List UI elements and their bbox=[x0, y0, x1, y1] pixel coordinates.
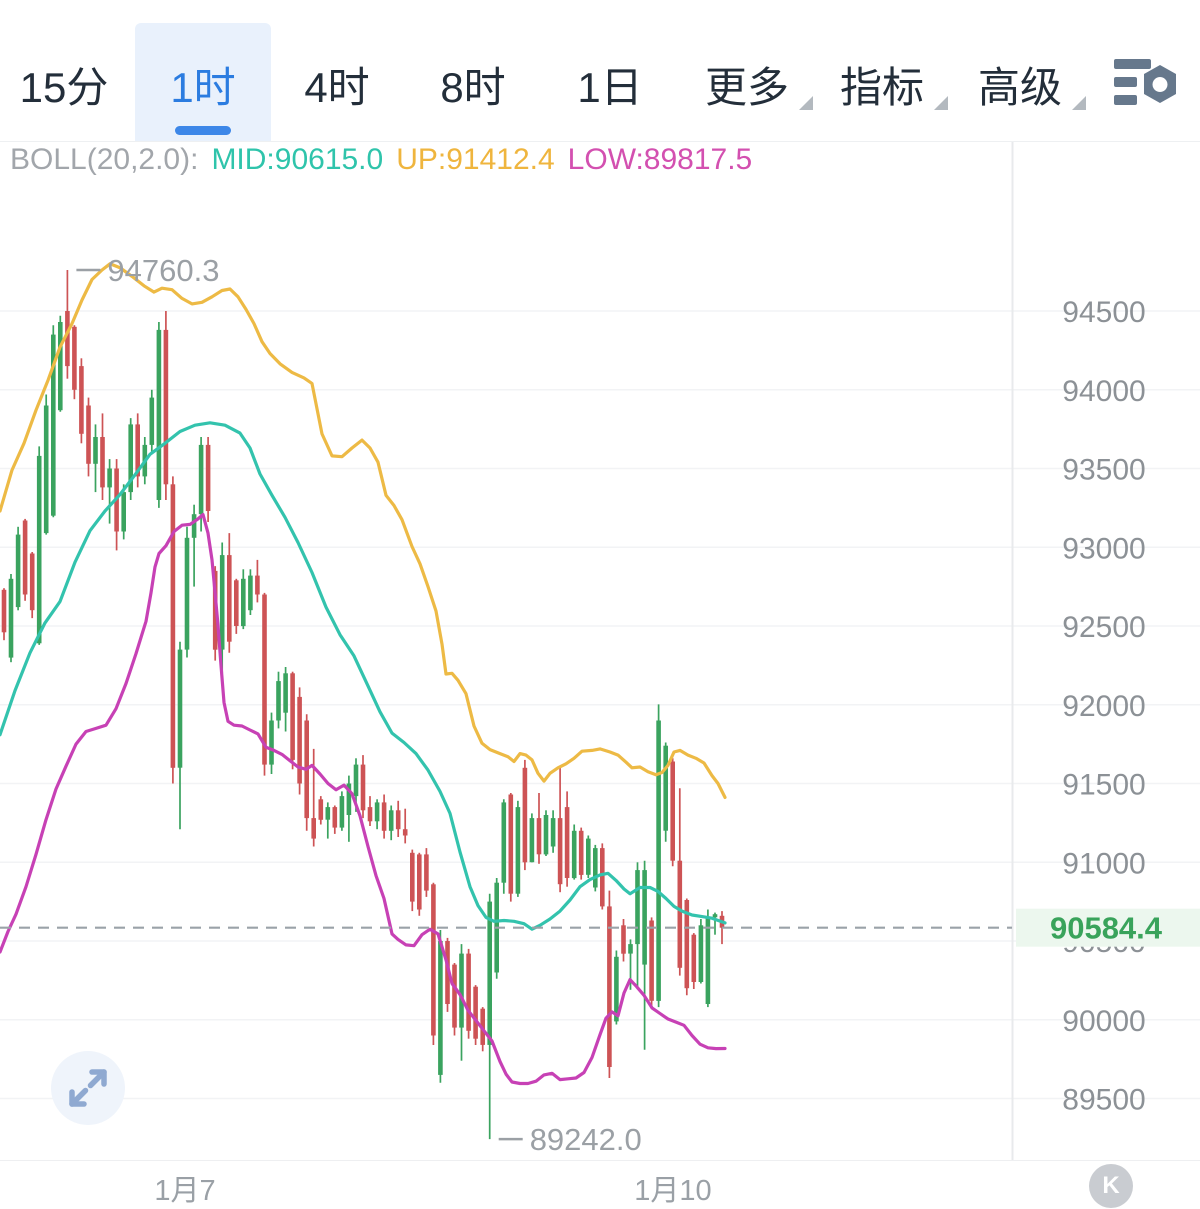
x-axis-label-jan10: 1月10 bbox=[634, 1175, 712, 1207]
active-tab-highlight bbox=[135, 23, 271, 141]
chart-settings-button[interactable] bbox=[1114, 56, 1180, 112]
svg-text:91500: 91500 bbox=[1062, 769, 1145, 802]
svg-text:94760.3: 94760.3 bbox=[107, 253, 219, 288]
dropdown-corner-icon bbox=[934, 96, 948, 110]
svg-text:90000: 90000 bbox=[1062, 1005, 1145, 1038]
timeframe-tab-bar: 15分 1时 4时 8时 1日 更多 指标 高级 bbox=[0, 0, 1200, 142]
x-axis-bar: 1月7 1月10 bbox=[0, 1160, 1200, 1207]
svg-text:90584.4: 90584.4 bbox=[1050, 911, 1163, 946]
kline-style-badge[interactable]: K bbox=[1089, 1164, 1133, 1208]
svg-text:94500: 94500 bbox=[1062, 296, 1145, 329]
menu-more[interactable]: 更多 bbox=[687, 54, 813, 115]
active-tab-underline bbox=[175, 126, 231, 135]
boll-upper-value: UP:91412.4 bbox=[396, 143, 555, 176]
dropdown-corner-icon bbox=[1072, 96, 1086, 110]
tab-1day[interactable]: 1日 bbox=[577, 64, 643, 111]
menu-indicators-label: 指标 bbox=[839, 64, 924, 111]
svg-text:91000: 91000 bbox=[1062, 847, 1145, 880]
svg-text:93500: 93500 bbox=[1062, 454, 1145, 487]
boll-mid-value: MID:90615.0 bbox=[211, 143, 384, 176]
boll-params-label: BOLL(20,2.0): bbox=[10, 143, 199, 176]
tab-4hour[interactable]: 4时 bbox=[304, 64, 370, 111]
svg-text:94000: 94000 bbox=[1062, 375, 1145, 408]
tab-15min[interactable]: 15分 bbox=[19, 64, 109, 111]
x-axis-label-jan7: 1月7 bbox=[154, 1175, 216, 1207]
boll-indicator-readout: BOLL(20,2.0): MID:90615.0 UP:91412.4 LOW… bbox=[10, 143, 765, 177]
dropdown-corner-icon bbox=[799, 96, 813, 110]
svg-text:93000: 93000 bbox=[1062, 532, 1145, 565]
tab-8hour[interactable]: 8时 bbox=[440, 64, 506, 111]
menu-advanced-label: 高级 bbox=[977, 64, 1062, 111]
menu-indicators[interactable]: 指标 bbox=[822, 54, 948, 115]
fullscreen-expand-button[interactable] bbox=[51, 1051, 125, 1125]
list-gear-icon bbox=[1114, 59, 1176, 105]
svg-text:89242.0: 89242.0 bbox=[530, 1122, 642, 1157]
menu-advanced[interactable]: 高级 bbox=[960, 54, 1086, 115]
expand-arrows-icon bbox=[69, 1069, 107, 1107]
menu-more-label: 更多 bbox=[704, 64, 789, 111]
svg-text:89500: 89500 bbox=[1062, 1084, 1145, 1117]
svg-text:92000: 92000 bbox=[1062, 690, 1145, 723]
boll-lower-value: LOW:89817.5 bbox=[567, 143, 753, 176]
tab-1hour-active[interactable]: 1时 bbox=[170, 64, 236, 111]
svg-text:92500: 92500 bbox=[1062, 611, 1145, 644]
